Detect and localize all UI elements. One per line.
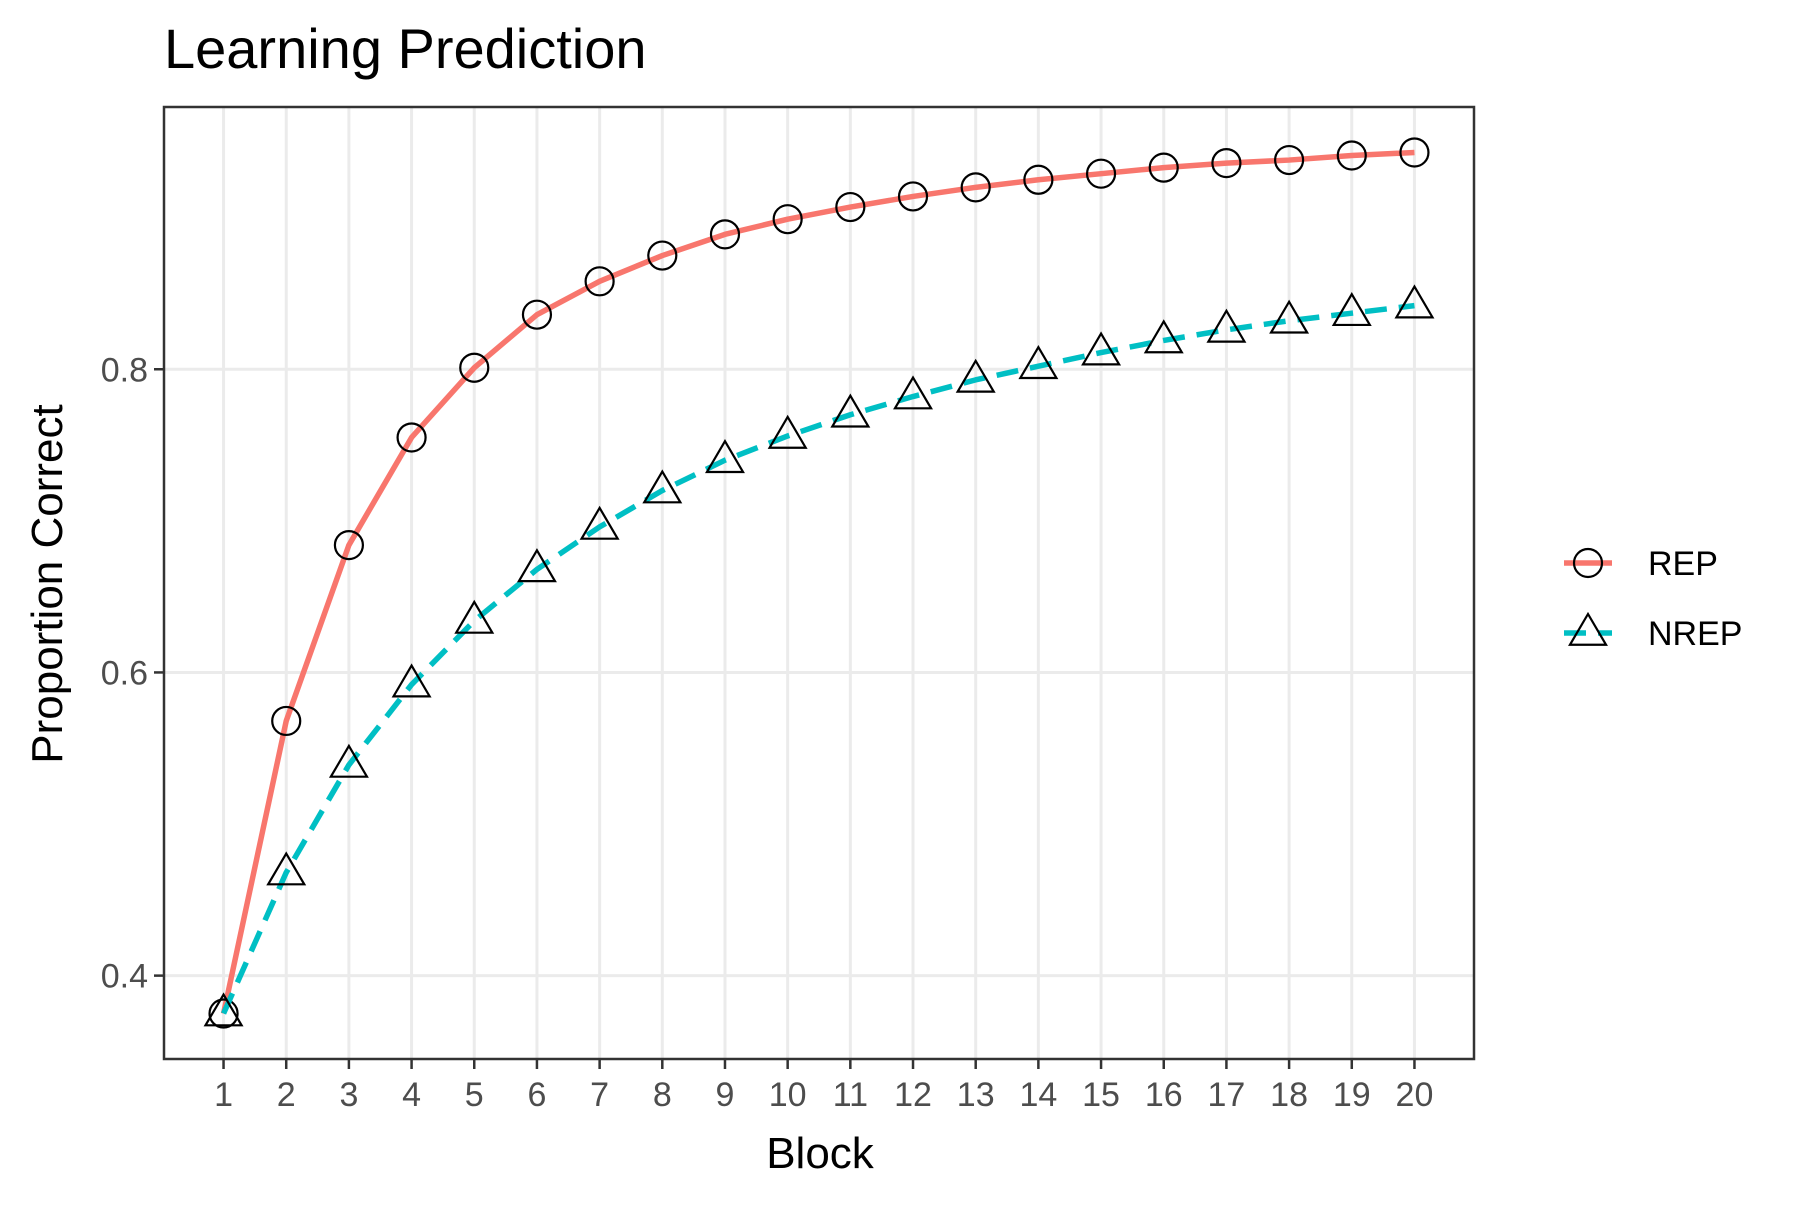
x-tick-label: 6 (527, 1076, 546, 1114)
y-tick-label: 0.8 (101, 351, 148, 389)
x-axis: 1 2 3 4 5 6 7 8 9 10 11 12 13 14 15 16 17 18 19 20 (214, 1059, 1433, 1114)
data-point-triangle (454, 599, 495, 634)
y-tick-label: 0.6 (101, 654, 148, 692)
data-point-circle (1273, 144, 1305, 176)
data-point-circle (1211, 147, 1242, 179)
data-point-triangle (642, 469, 683, 504)
x-axis-title: Block (766, 1129, 875, 1178)
data-point-triangle (579, 505, 620, 540)
x-tick-label: 12 (894, 1076, 932, 1114)
data-point-triangle (1206, 308, 1247, 343)
data-point-triangle (955, 358, 996, 393)
y-axis-title: Proportion Correct (23, 404, 72, 763)
data-point-circle (1572, 547, 1604, 579)
x-tick-label: 3 (339, 1076, 358, 1114)
y-axis: 0.4 0.6 0.8 (101, 351, 164, 996)
data-point-triangle (328, 743, 369, 778)
data-point-triangle (266, 851, 307, 886)
data-point-circle (960, 172, 991, 203)
panel-border (162, 105, 1476, 1061)
data-point-triangle (203, 992, 244, 1027)
data-point-circle (772, 204, 803, 235)
data-point-circle (521, 299, 553, 330)
x-tick-label: 8 (653, 1076, 672, 1114)
data-point-triangle (1331, 291, 1372, 327)
data-point-circle (835, 191, 866, 223)
x-tick-label: 19 (1333, 1076, 1371, 1114)
legend: REP NREP (1564, 545, 1742, 653)
data-point-triangle (767, 414, 808, 449)
x-tick-label: 1 (214, 1076, 233, 1114)
x-tick-label: 15 (1082, 1076, 1120, 1114)
legend-label: REP (1648, 545, 1718, 583)
data-point-triangle (705, 439, 745, 474)
chart-title: Learning Prediction (164, 17, 647, 80)
data-point-circle (396, 422, 427, 453)
data-point-circle (1023, 164, 1054, 195)
series-line-rep (220, 149, 1415, 1015)
data-point-circle (208, 998, 239, 1029)
x-tick-label: 14 (1019, 1076, 1057, 1114)
x-tick-label: 18 (1270, 1076, 1308, 1114)
grid (164, 107, 1474, 1059)
data-point-circle (1399, 137, 1430, 168)
series-nrep (203, 284, 1435, 1027)
legend-item-rep: REP (1564, 545, 1718, 583)
x-tick-label: 20 (1396, 1076, 1434, 1114)
y-tick-label: 0.4 (101, 958, 148, 996)
data-point-triangle (516, 548, 557, 583)
data-point-circle (459, 352, 490, 383)
data-point-triangle (1568, 611, 1608, 646)
data-point-circle (271, 705, 302, 737)
data-point-triangle (1143, 319, 1184, 354)
data-point-triangle (893, 375, 933, 410)
x-tick-label: 10 (769, 1076, 807, 1114)
data-point-triangle (1081, 331, 1122, 366)
legend-item-nrep: NREP (1564, 611, 1742, 653)
x-tick-label: 2 (277, 1076, 296, 1114)
data-point-circle (647, 240, 678, 271)
x-tick-label: 11 (833, 1076, 868, 1114)
data-point-circle (897, 181, 929, 212)
x-tick-label: 16 (1145, 1076, 1183, 1114)
x-tick-label: 5 (465, 1076, 484, 1114)
series-line-nrep (221, 302, 1415, 1015)
x-tick-label: 7 (590, 1076, 609, 1114)
data-point-triangle (1394, 284, 1435, 319)
data-point-circle (1085, 158, 1117, 189)
data-point-triangle (1269, 299, 1310, 334)
data-point-triangle (391, 663, 432, 698)
x-tick-label: 17 (1208, 1076, 1246, 1114)
data-point-circle (584, 266, 615, 297)
x-tick-label: 9 (716, 1076, 735, 1114)
x-tick-label: 4 (402, 1076, 421, 1114)
data-point-circle (709, 219, 741, 250)
data-point-triangle (1018, 345, 1059, 380)
series-layer (203, 137, 1435, 1029)
x-tick-label: 13 (957, 1076, 995, 1114)
data-point-circle (333, 530, 365, 561)
data-point-circle (1336, 140, 1367, 171)
series-rep (208, 137, 1430, 1029)
legend-label: NREP (1648, 615, 1742, 653)
data-point-circle (1148, 152, 1179, 183)
data-point-triangle (830, 393, 871, 428)
